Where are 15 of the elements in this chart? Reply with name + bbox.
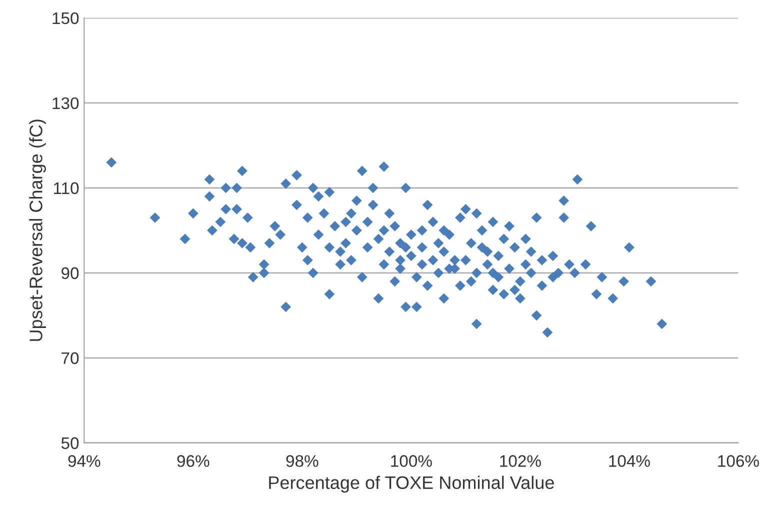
x-tick-label: 98% (286, 455, 318, 467)
x-tick-label: 104% (609, 455, 650, 467)
y-tick-label: 130 (52, 97, 79, 110)
x-tick-label: 100% (391, 455, 432, 467)
x-tick-label: 94% (68, 455, 100, 467)
x-tick-label: 106% (718, 455, 759, 467)
y-tick-label: 110 (54, 182, 79, 194)
x-tick-label: 102% (500, 455, 541, 467)
y-tick-label: 50 (61, 437, 79, 450)
y-axis-title: Upset-Reversal Charge (fC) (29, 120, 46, 341)
x-axis-title: Percentage of TOXE Nominal Value (269, 476, 554, 493)
x-tick-label: 96% (177, 455, 210, 467)
y-tick-label: 70 (62, 352, 79, 364)
y-tick-label: 90 (62, 267, 79, 280)
y-tick-label: 150 (52, 12, 79, 24)
